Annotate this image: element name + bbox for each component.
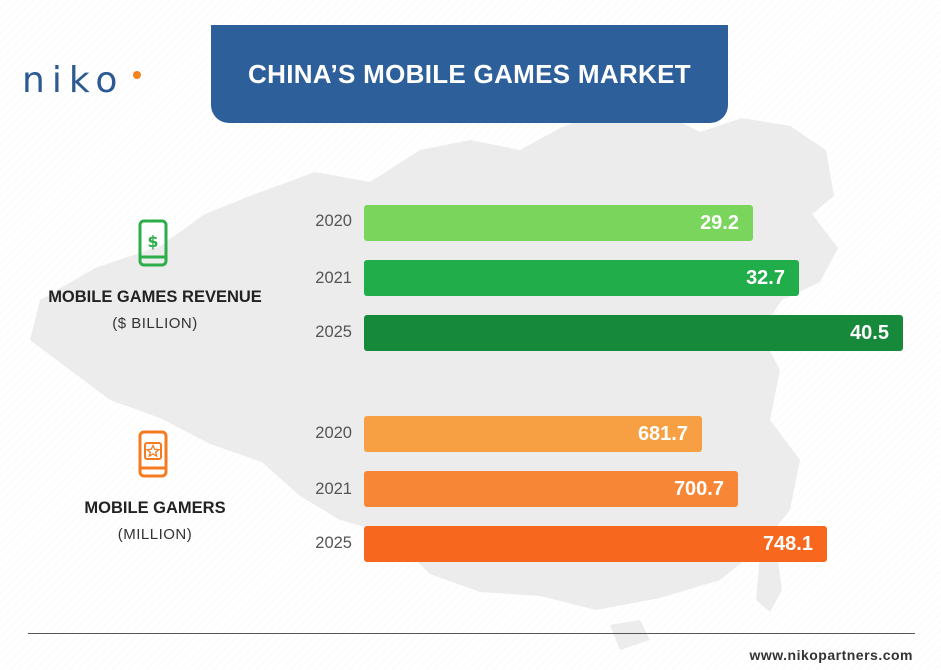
- revenue-year-2020: 2020: [315, 212, 352, 230]
- page-title: CHINA’S MOBILE GAMES MARKET: [248, 58, 691, 89]
- gamers-section-unit: (MILLION): [117, 526, 193, 543]
- logo-text: NIKO: [22, 60, 125, 101]
- revenue-value-2021: 32.7: [746, 267, 785, 289]
- logo-dot: [133, 71, 141, 79]
- gamers-value-2025: 748.1: [762, 533, 813, 555]
- gamers-value-2020: 681.7: [637, 423, 688, 445]
- revenue-year-2021: 2021: [315, 269, 352, 287]
- gamers-year-2021: 2021: [315, 480, 352, 498]
- website-link[interactable]: www.nikopartners.com: [749, 647, 913, 663]
- revenue-bar-2020: 29.2: [364, 205, 753, 241]
- revenue-section-unit: ($ BILLION): [112, 315, 198, 332]
- revenue-value-2020: 29.2: [700, 212, 739, 234]
- revenue-bar-2025: 40.5: [364, 315, 903, 351]
- phone-dollar-icon: $: [138, 219, 168, 267]
- gamers-section-label: MOBILE GAMERS: [84, 499, 226, 517]
- gamers-bar-2021: 700.7: [364, 471, 738, 507]
- svg-text:$: $: [147, 232, 158, 251]
- revenue-bar-2021: 32.7: [364, 260, 799, 296]
- gamers-value-2021: 700.7: [673, 478, 724, 500]
- gamers-year-2020: 2020: [315, 424, 352, 442]
- niko-logo: NIKO: [22, 60, 124, 101]
- phone-star-icon: [138, 430, 168, 478]
- title-banner: CHINA’S MOBILE GAMES MARKET: [211, 25, 728, 123]
- gamers-bar-2020: 681.7: [364, 416, 702, 452]
- revenue-year-2025: 2025: [315, 323, 352, 341]
- gamers-year-2025: 2025: [315, 534, 352, 552]
- gamers-bar-2025: 748.1: [364, 526, 827, 562]
- footer-divider: [28, 633, 915, 634]
- revenue-value-2025: 40.5: [850, 322, 889, 344]
- revenue-section-label: MOBILE GAMES REVENUE: [48, 288, 262, 306]
